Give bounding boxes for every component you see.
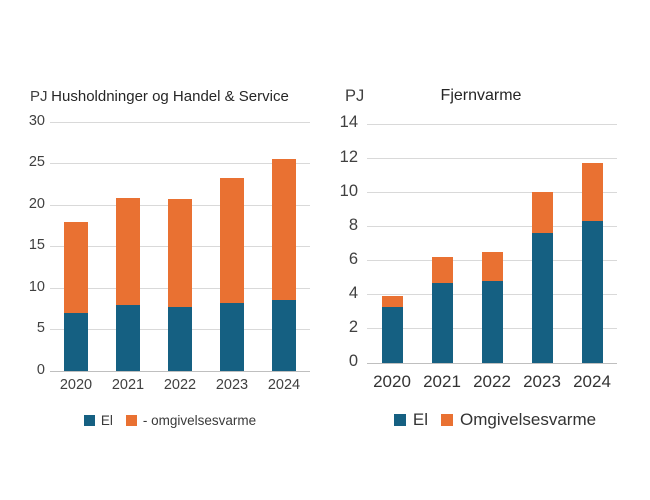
y-tick-label: 6	[348, 250, 358, 269]
chart-title: Fjernvarme	[440, 87, 522, 104]
legend: El - omgivelsesvarme	[30, 413, 310, 428]
y-axis-unit-label: PJ	[30, 88, 48, 105]
x-tick-label: 2020	[373, 372, 411, 391]
legend-label: Omgivelsesvarme	[460, 410, 597, 429]
bar-el-2023	[220, 302, 244, 371]
y-tick-label: 0	[348, 352, 358, 371]
y-tick-label: 5	[36, 320, 45, 337]
legend-item-omgivelsesvarme: - omgivelsesvarme	[125, 413, 257, 428]
legend-item-el: El	[83, 413, 113, 428]
y-tick-label: 12	[339, 147, 358, 166]
bar-omgivelsesvarme-2021	[116, 198, 140, 306]
bar-omgivelsesvarme-2022	[481, 252, 503, 282]
legend-label: El	[412, 410, 429, 429]
bar-omgivelsesvarme-2020	[381, 296, 403, 307]
x-tick-label: 2020	[59, 377, 93, 393]
gridline	[367, 225, 617, 227]
y-axis-unit-label: PJ	[345, 87, 365, 105]
gridline	[367, 123, 617, 125]
bar-omgivelsesvarme-2020	[64, 221, 88, 313]
bar-omgivelsesvarme-2023	[531, 192, 553, 234]
x-tick-label: 2024	[267, 377, 301, 393]
bar-omgivelsesvarme-2022	[168, 199, 192, 308]
bar-el-2022	[481, 281, 503, 363]
y-tick-label: 25	[28, 154, 45, 171]
y-tick-label: 10	[28, 278, 45, 295]
y-tick-label: 20	[28, 195, 45, 212]
y-tick-label: 30	[28, 112, 45, 129]
plot-area	[50, 121, 310, 372]
plot-area	[367, 123, 617, 364]
gridline	[50, 163, 310, 164]
x-tick-label: 2024	[573, 372, 611, 391]
legend-label: - omgivelsesvarme	[142, 413, 257, 428]
bar-el-2020	[64, 312, 88, 371]
bar-el-2021	[116, 305, 140, 371]
bar-el-2022	[168, 307, 192, 371]
y-tick-label: 2	[348, 318, 358, 337]
bar-omgivelsesvarme-2023	[220, 178, 244, 303]
y-tick-label: 10	[339, 181, 358, 200]
gridline	[50, 121, 310, 123]
bar-el-2024	[272, 299, 296, 371]
x-tick-label: 2021	[111, 377, 145, 393]
bar-omgivelsesvarme-2024	[581, 163, 603, 222]
gridline	[367, 191, 617, 193]
x-tick-label: 2022	[473, 372, 511, 391]
bar-omgivelsesvarme-2021	[431, 257, 453, 283]
x-tick-label: 2023	[523, 372, 561, 391]
gridline	[367, 157, 617, 159]
legend-swatch-el	[83, 415, 95, 426]
legend-item-el: El	[393, 410, 429, 430]
bar-el-2023	[531, 233, 553, 363]
legend-swatch-el	[393, 414, 406, 426]
x-tick-label: 2023	[215, 377, 249, 393]
x-axis-line	[367, 362, 617, 364]
y-tick-label: 15	[28, 237, 45, 254]
legend-swatch-omgivelsesvarme	[441, 414, 454, 426]
bar-el-2021	[431, 282, 453, 363]
legend-label: El	[100, 413, 113, 428]
y-tick-label: 14	[339, 113, 358, 132]
chart-title: Husholdninger og Handel & Service	[51, 88, 289, 105]
bar-el-2020	[381, 306, 403, 363]
bar-omgivelsesvarme-2024	[272, 158, 296, 300]
y-tick-label: 8	[348, 215, 358, 234]
y-tick-label: 0	[36, 361, 45, 378]
x-tick-label: 2022	[163, 377, 197, 393]
legend: El Omgivelsesvarme	[345, 410, 645, 430]
legend-swatch-omgivelsesvarme	[125, 415, 137, 426]
y-tick-label: 4	[348, 284, 358, 303]
bar-el-2024	[581, 221, 603, 363]
legend-item-omgivelsesvarme: Omgivelsesvarme	[441, 410, 596, 430]
x-tick-label: 2021	[423, 372, 461, 391]
x-axis-line	[50, 370, 310, 372]
